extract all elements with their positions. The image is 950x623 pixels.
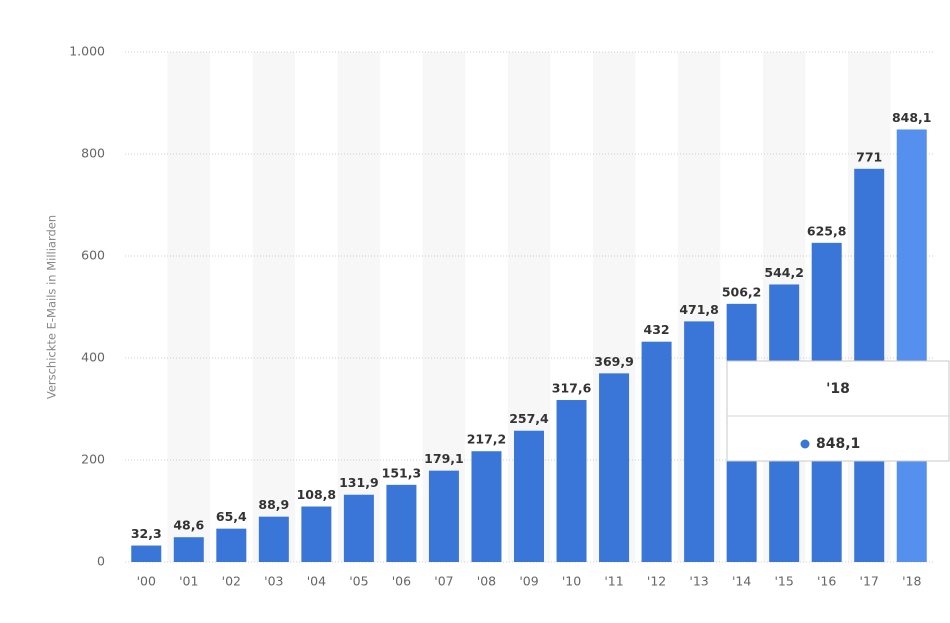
bar [386,484,417,562]
y-tick-label: 0 [97,554,105,569]
y-tick-label: 400 [81,350,105,365]
value-label: 65,4 [216,509,247,524]
bar [428,470,459,562]
y-tick-label: 1.000 [69,44,105,59]
x-tick-label: '07 [434,574,453,589]
bars [131,129,927,563]
value-label: 317,6 [552,381,592,396]
x-tick-label: '18 [902,574,921,589]
value-label: 151,3 [382,465,422,480]
bar [684,321,715,562]
value-label: 369,9 [594,354,634,369]
x-tick-label: '08 [477,574,496,589]
stripe [337,52,381,562]
x-tick-label: '02 [222,574,241,589]
tooltip-box [726,360,950,462]
bar [556,400,587,562]
y-axis-title: Verschickte E-Mails in Milliarden [45,215,59,399]
bar [216,528,247,562]
labels: 0 200 400 600 800 1.000 '00 32,3 '01 48,6 '02 65,4 '… [69,44,931,589]
value-label: 432 [644,322,670,337]
y-tick-label: 800 [81,146,105,161]
bar [173,537,204,562]
value-label: 108,8 [297,487,337,502]
bar [258,516,289,562]
bar [599,373,630,562]
value-label: 32,3 [131,526,162,541]
bar [301,506,332,562]
value-label: 179,1 [424,451,464,466]
bar [896,129,927,562]
x-tick-label: '16 [817,574,836,589]
x-tick-label: '11 [604,574,623,589]
x-tick-label: '03 [264,574,283,589]
y-tick-label: 200 [81,452,105,467]
bar [343,494,374,562]
bar [641,341,672,562]
value-label: 471,8 [679,302,719,317]
value-label: 131,9 [339,475,379,490]
stripe [252,52,296,562]
bar [471,451,502,562]
x-tick-label: '12 [647,574,666,589]
tooltip: '18 848,1 [726,360,950,462]
x-tick-label: '13 [689,574,708,589]
x-tick-label: '09 [519,574,538,589]
x-tick-label: '01 [179,574,198,589]
tooltip-title: '18 [826,381,850,397]
x-tick-label: '14 [732,574,751,589]
tooltip-value: 848,1 [816,436,860,452]
x-tick-label: '15 [774,574,793,589]
x-tick-label: '17 [860,574,879,589]
tooltip-dot [800,439,810,449]
x-tick-label: '00 [137,574,156,589]
value-label: 217,2 [467,432,507,447]
x-tick-label: '04 [307,574,326,589]
y-tick-label: 600 [81,248,105,263]
value-label: 88,9 [258,497,289,512]
value-label: 625,8 [807,223,847,238]
value-label: 544,2 [764,265,804,280]
x-tick-label: '06 [392,574,411,589]
bar [514,430,544,562]
x-tick-label: '05 [349,574,368,589]
value-label: 771 [856,149,882,164]
value-label: 506,2 [722,284,762,299]
stripe [167,52,211,562]
bar [131,545,162,562]
value-label: 48,6 [173,518,204,533]
value-label: 848,1 [892,110,932,125]
x-tick-label: '10 [562,574,581,589]
value-label: 257,4 [509,411,549,426]
